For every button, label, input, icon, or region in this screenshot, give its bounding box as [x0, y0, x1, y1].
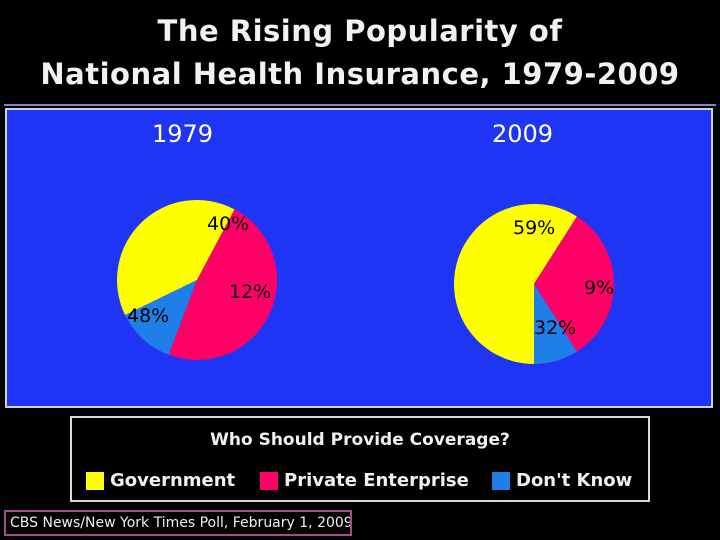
pie-year-label-1979: 1979: [152, 120, 213, 148]
pie-slice-1979-dont-know: [125, 280, 197, 355]
source-note: CBS News/New York Times Poll, February 1…: [4, 510, 352, 536]
legend-title: Who Should Provide Coverage?: [210, 430, 510, 450]
chart-title-line-1: The Rising Popularity of: [157, 14, 563, 48]
pie-slice-1979-private-enterprise: [168, 209, 278, 361]
pie-charts-svg: 1979 40% 48% 12% 2009 59% 32% 9%: [117, 120, 615, 364]
pie-year-label-2009: 2009: [492, 120, 553, 148]
title-divider: [4, 104, 716, 106]
data-label-2009-dont-know: 9%: [584, 277, 614, 299]
pie-slice-2009-government: [454, 203, 577, 364]
legend-label-government: Government: [110, 470, 236, 491]
chart-title-line-2: National Health Insurance, 1979-2009: [40, 57, 680, 91]
legend-swatch-dont-know: [492, 472, 510, 490]
legend-swatch-private-enterprise: [260, 472, 278, 490]
pie-slice-1979-government: [117, 199, 235, 316]
data-label-1979-government: 40%: [207, 213, 249, 235]
data-label-2009-government: 59%: [513, 217, 555, 239]
legend: Who Should Provide Coverage? Government …: [70, 416, 650, 502]
pie-slice-2009-dont-know: [534, 284, 577, 364]
data-label-1979-dont-know: 12%: [229, 281, 271, 303]
data-label-1979-private-enterprise: 48%: [127, 305, 169, 327]
legend-swatch-government: [86, 472, 104, 490]
data-label-2009-private-enterprise: 32%: [534, 317, 576, 339]
legend-label-dont-know: Don't Know: [516, 470, 633, 491]
pie-slice-2009-private-enterprise: [534, 216, 615, 352]
legend-label-private-enterprise: Private Enterprise: [284, 470, 469, 491]
chart-panel: 1979 40% 48% 12% 2009 59% 32% 9%: [5, 108, 713, 408]
